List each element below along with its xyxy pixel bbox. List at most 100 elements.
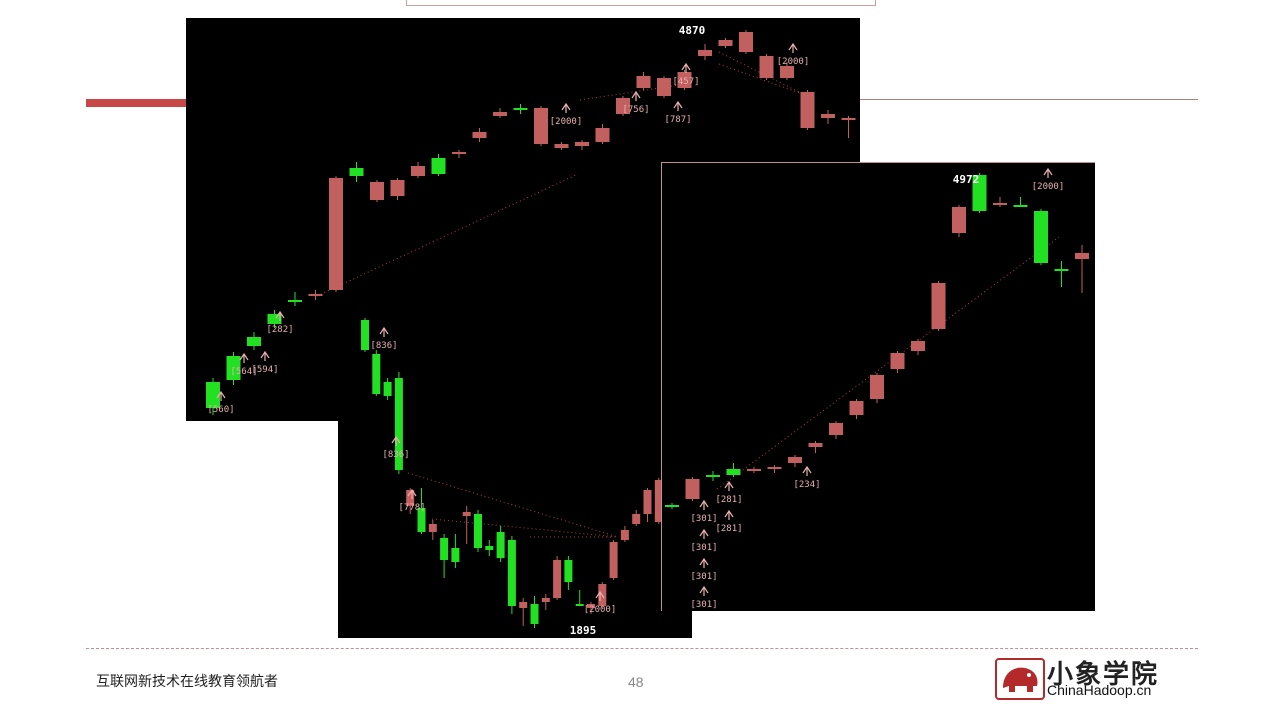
arrow-icon: [216, 390, 226, 401]
candle-body: [616, 98, 630, 114]
candle-body: [406, 490, 415, 506]
candle-body: [780, 66, 794, 78]
annotation-label: [301]: [690, 600, 717, 610]
arrow-icon: [699, 499, 709, 510]
chart-panel-right: 4972 [2000] [234] [281] [281] [301] [301] [301]…: [661, 162, 1095, 611]
candle-body: [462, 512, 471, 516]
candle-body: [870, 375, 884, 399]
arrow-icon: [391, 435, 401, 446]
trend-dotted-line: [718, 63, 806, 96]
annotation-label: [2000]: [1032, 182, 1065, 192]
elephant-logo-icon: [995, 658, 1045, 700]
candle-body: [474, 514, 482, 548]
annotation-label: 4972: [953, 173, 980, 186]
candle-body: [739, 32, 753, 52]
annotation-label: [836]: [382, 450, 409, 460]
candle-body: [657, 78, 671, 96]
candle-body: [1075, 253, 1089, 259]
candle-body: [554, 144, 569, 148]
candle-body: [931, 283, 946, 329]
candle-body: [911, 341, 925, 351]
trend-dotted-line: [431, 518, 619, 538]
candle-body: [267, 314, 282, 324]
annotation-label: [560]: [207, 405, 234, 415]
footer-divider: [86, 648, 1198, 649]
arrow-icon: [681, 62, 691, 73]
candle-body: [767, 467, 782, 469]
candle-body: [431, 158, 446, 174]
candle-body: [726, 469, 741, 475]
candle-body: [349, 168, 364, 176]
candle-body: [654, 480, 663, 522]
candle-body: [609, 542, 618, 578]
annotation-label: [281]: [715, 495, 742, 505]
slide-top-frame: [406, 0, 876, 6]
candle-body: [372, 354, 381, 394]
candle-body: [808, 443, 823, 447]
candle-body: [575, 142, 589, 146]
annotation-label: [756]: [622, 105, 649, 115]
candle-body: [747, 469, 761, 471]
chart-svg-bottom-left: [836] [836] [778] 1895 [2000]: [361, 318, 663, 637]
arrow-icon: [699, 557, 709, 568]
candle-body: [620, 530, 629, 540]
candle-body: [677, 72, 692, 88]
arrow-icon: [699, 585, 709, 596]
annotation-label: [778]: [398, 503, 425, 513]
logo-chinese-text: 小象学院: [1047, 660, 1160, 690]
arrow-icon: [724, 509, 734, 520]
annotation-label: [282]: [266, 325, 293, 335]
candle-body: [472, 132, 487, 138]
candle-body: [417, 508, 426, 532]
annotation-label: [836]: [370, 341, 397, 351]
footer-slogan: 互联网新技术在线教育领航者: [96, 674, 278, 690]
candle-body: [288, 300, 302, 302]
candle-body: [698, 50, 712, 56]
candle-body: [1054, 269, 1069, 271]
candle-body: [206, 382, 220, 408]
title-accent-bar: [86, 99, 186, 107]
candle-body: [632, 514, 641, 524]
trend-dotted-line: [716, 236, 1060, 490]
annotation-label: [564]: [230, 367, 257, 377]
arrow-icon: [631, 90, 641, 101]
arrow-icon: [1043, 167, 1053, 178]
candle-body: [507, 540, 516, 606]
candle-body: [370, 182, 384, 200]
candle-body: [636, 76, 651, 88]
candle-body: [383, 382, 392, 396]
annotation-label: [594]: [251, 365, 278, 375]
arrow-icon: [561, 102, 571, 113]
candle-body: [493, 112, 507, 116]
candle-body: [800, 92, 815, 128]
candle-body: [849, 401, 864, 415]
annotation-label: [281]: [715, 524, 742, 534]
candle-body: [952, 207, 966, 233]
candle-body: [513, 108, 528, 110]
candle-body: [595, 128, 610, 142]
candle-body: [247, 337, 261, 346]
candle-body: [575, 604, 584, 606]
annotation-label: [301]: [690, 543, 717, 553]
chart-svg-top-left: 4870 [2000] [457] [787] [756] [2000] [282] [564…: [206, 24, 856, 415]
candle-body: [530, 604, 539, 624]
candle-body: [564, 560, 573, 582]
candle-body: [1013, 205, 1028, 207]
candle-body: [541, 598, 550, 602]
candle-body: [587, 604, 595, 608]
arrow-icon: [275, 310, 285, 321]
candle-body: [841, 118, 856, 120]
candle-body: [451, 548, 460, 562]
logo-english-text: ChinaHadoop.cn: [1047, 682, 1152, 698]
candle-body: [1034, 211, 1048, 263]
arrow-icon: [699, 528, 709, 539]
annotation-label: [301]: [690, 572, 717, 582]
candle-body: [829, 423, 843, 435]
candle-body: [394, 378, 403, 470]
annotation-label: [301]: [690, 514, 717, 524]
annotation-label: [2000]: [777, 57, 810, 67]
title-rule-right: [860, 99, 1198, 100]
candle-body: [706, 475, 720, 477]
candle-body: [788, 457, 802, 463]
candle-body: [452, 152, 466, 154]
